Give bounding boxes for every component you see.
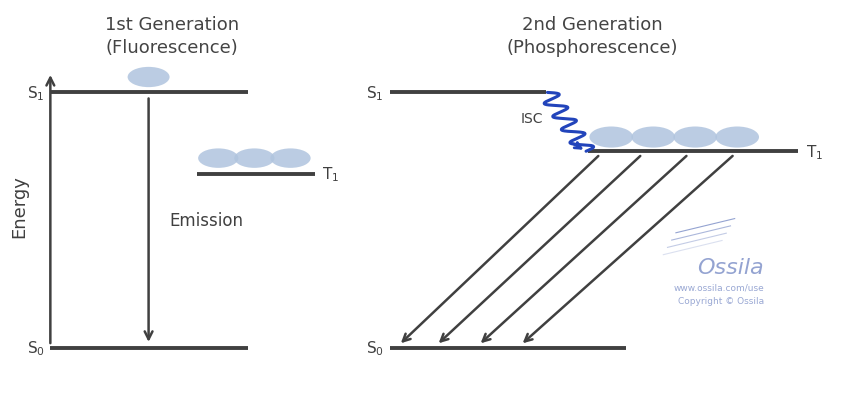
Text: Copyright © Ossila: Copyright © Ossila [678, 296, 764, 305]
Text: T$_1$: T$_1$ [806, 142, 823, 161]
Circle shape [632, 127, 675, 148]
Text: T$_1$: T$_1$ [321, 165, 338, 183]
Text: www.ossila.com/use: www.ossila.com/use [673, 283, 764, 292]
Text: Emission: Emission [170, 212, 243, 230]
Text: S$_1$: S$_1$ [366, 84, 383, 102]
Circle shape [589, 127, 633, 148]
Text: 2nd Generation
(Phosphorescence): 2nd Generation (Phosphorescence) [506, 16, 678, 57]
Text: ISC: ISC [521, 112, 544, 126]
Circle shape [234, 149, 275, 169]
Text: S$_0$: S$_0$ [26, 339, 44, 358]
Text: S$_1$: S$_1$ [27, 84, 44, 102]
Text: Energy: Energy [10, 175, 28, 238]
Text: S$_0$: S$_0$ [365, 339, 383, 358]
Circle shape [673, 127, 717, 148]
Circle shape [198, 149, 238, 169]
Circle shape [271, 149, 310, 169]
Circle shape [716, 127, 759, 148]
Text: 1st Generation
(Fluorescence): 1st Generation (Fluorescence) [105, 16, 239, 57]
Circle shape [127, 68, 170, 88]
Text: Ossila: Ossila [697, 257, 764, 277]
